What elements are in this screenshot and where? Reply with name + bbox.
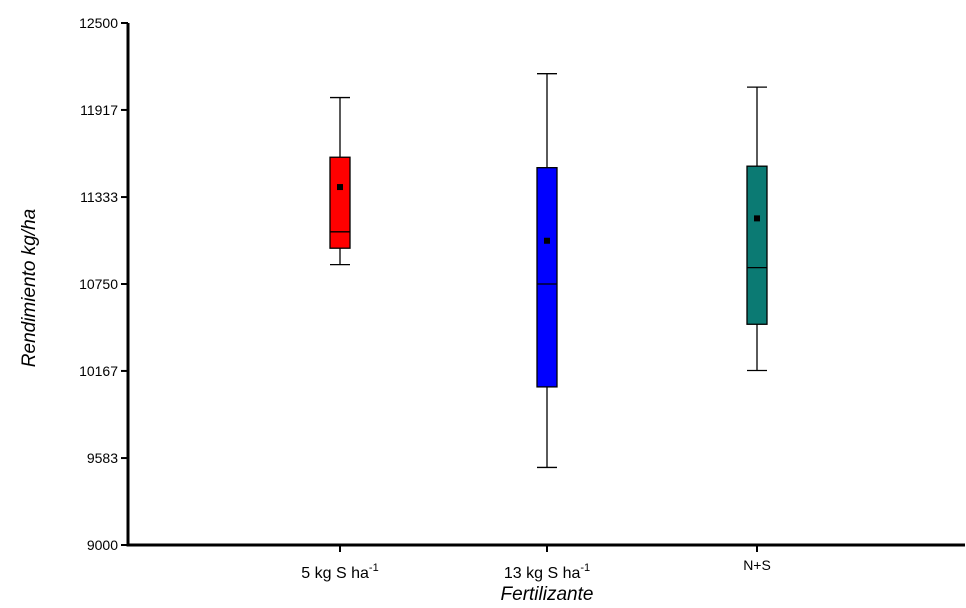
x-axis-title: Fertilizante (501, 584, 594, 605)
box-3 (746, 86, 768, 372)
box-1 (329, 96, 351, 266)
x-category-label: N+S (743, 557, 771, 573)
box-2 (536, 73, 558, 469)
iqr-box (536, 167, 558, 388)
y-tick-label: 11333 (80, 189, 118, 205)
y-tick-label: 9000 (87, 537, 118, 553)
boxes (329, 73, 768, 469)
iqr-box (746, 165, 768, 325)
mean-marker (754, 215, 760, 222)
y-tick-label: 9583 (87, 450, 118, 466)
y-ticks: 9000 9583 10167 10750 11333 11917 12500 (79, 15, 128, 553)
y-axis-title: Rendimiento kg/ha (19, 209, 40, 367)
x-categories: 5 kg S ha-1 13 kg S ha-1 N+S (301, 545, 771, 582)
y-tick-label: 11917 (80, 102, 118, 118)
y-tick-label: 10750 (79, 276, 118, 292)
x-category-label: 13 kg S ha-1 (504, 562, 590, 582)
x-category-label: 5 kg S ha-1 (301, 562, 378, 582)
mean-marker (544, 237, 550, 244)
iqr-box (329, 156, 351, 249)
mean-marker (337, 184, 343, 191)
y-tick-label: 10167 (79, 363, 118, 379)
y-tick-label: 12500 (79, 15, 118, 31)
